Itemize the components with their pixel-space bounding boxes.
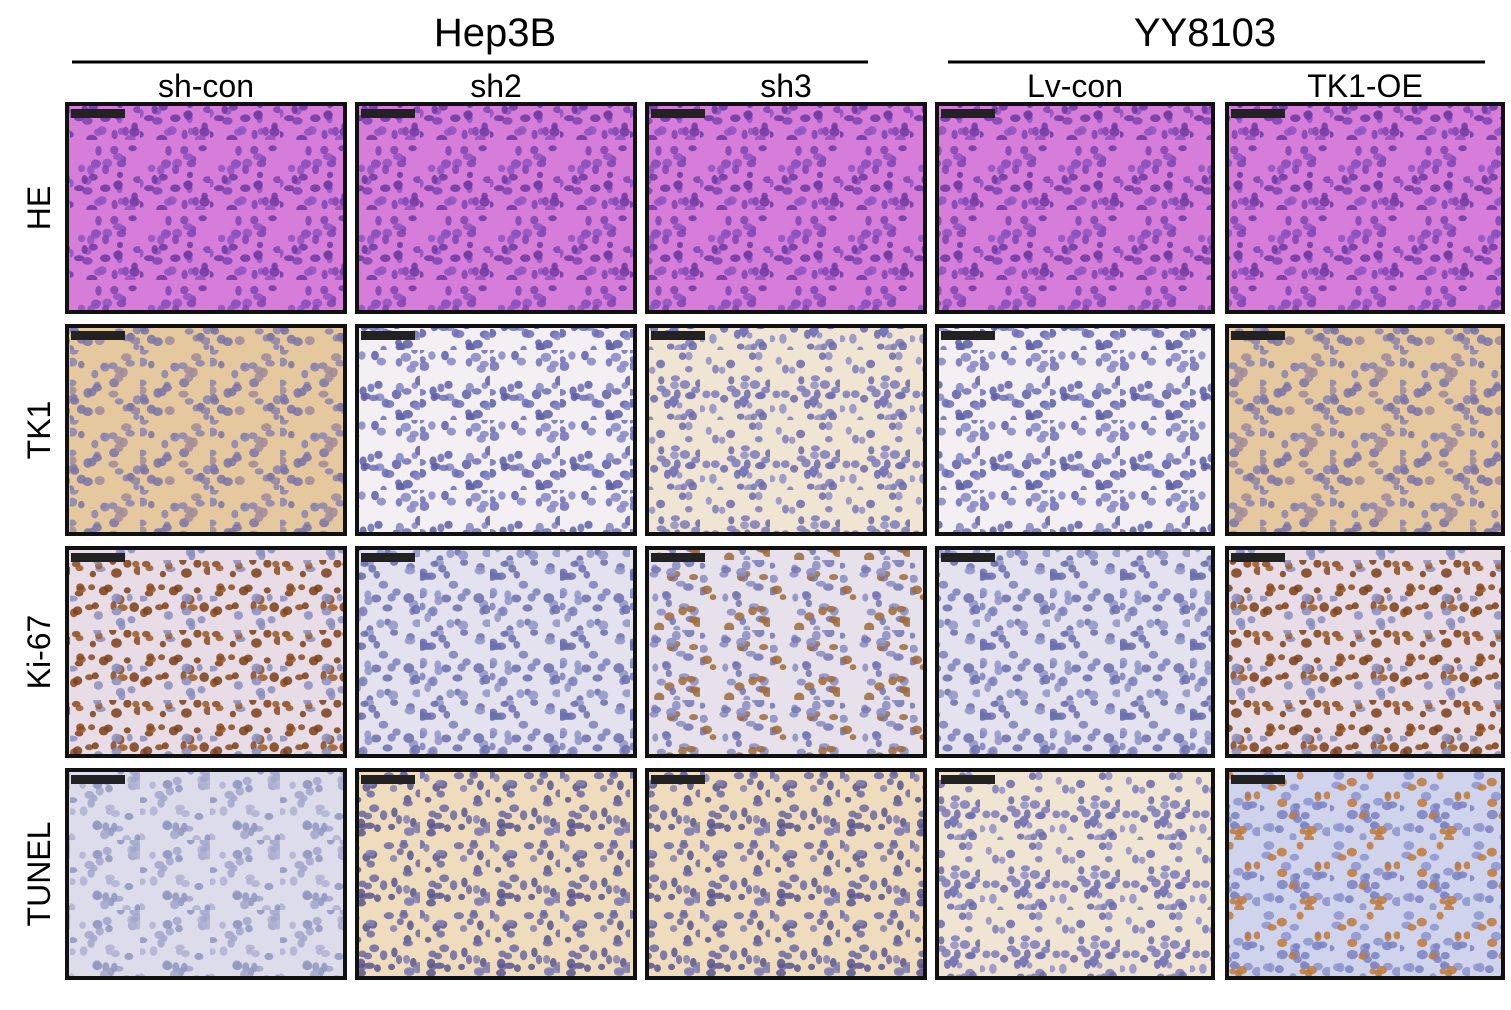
- scale-bar: [651, 775, 705, 784]
- scale-bar: [361, 109, 415, 118]
- row-label: Ki-67: [21, 615, 57, 690]
- scale-bar: [71, 109, 125, 118]
- micrograph: [1225, 102, 1505, 314]
- column-label: sh3: [760, 68, 812, 104]
- scale-bar: [1231, 775, 1285, 784]
- column-label: sh-con: [158, 68, 254, 104]
- row-label: TK1: [21, 401, 57, 460]
- scale-bar: [1231, 109, 1285, 118]
- scale-bar: [941, 331, 995, 340]
- row-label: HE: [21, 186, 57, 230]
- group-title: Hep3B: [434, 11, 556, 55]
- row-label: TUNEL: [21, 822, 57, 927]
- micrograph: [65, 102, 347, 314]
- column-label: TK1-OE: [1307, 68, 1423, 104]
- column-label: Lv-con: [1027, 68, 1123, 104]
- micrograph: [1225, 324, 1505, 536]
- scale-bar: [651, 553, 705, 562]
- scale-bar: [71, 775, 125, 784]
- scale-bar: [1231, 331, 1285, 340]
- scale-bar: [941, 775, 995, 784]
- scale-bar: [71, 331, 125, 340]
- scale-bar: [941, 109, 995, 118]
- scale-bar: [361, 331, 415, 340]
- scale-bar: [361, 553, 415, 562]
- group-title: YY8103: [1134, 11, 1276, 55]
- scale-bar: [651, 331, 705, 340]
- micrograph: [1225, 768, 1505, 980]
- micrograph: [65, 768, 347, 980]
- micrograph: [355, 768, 637, 980]
- micrograph: [935, 546, 1215, 758]
- micrograph: [645, 546, 927, 758]
- scale-bar: [941, 553, 995, 562]
- micrograph: [65, 546, 347, 758]
- column-label: sh2: [470, 68, 522, 104]
- micrograph: [645, 324, 927, 536]
- scale-bar: [1231, 553, 1285, 562]
- micrograph: [65, 324, 347, 536]
- scale-bar: [651, 109, 705, 118]
- scale-bar: [71, 553, 125, 562]
- micrograph: [645, 768, 927, 980]
- micrograph: [1225, 546, 1505, 758]
- micrograph: [935, 768, 1215, 980]
- micrograph: [355, 324, 637, 536]
- micrograph: [355, 102, 637, 314]
- scale-bar: [361, 775, 415, 784]
- micrograph: [645, 102, 927, 314]
- micrograph: [355, 546, 637, 758]
- micrograph: [935, 324, 1215, 536]
- micrograph: [935, 102, 1215, 314]
